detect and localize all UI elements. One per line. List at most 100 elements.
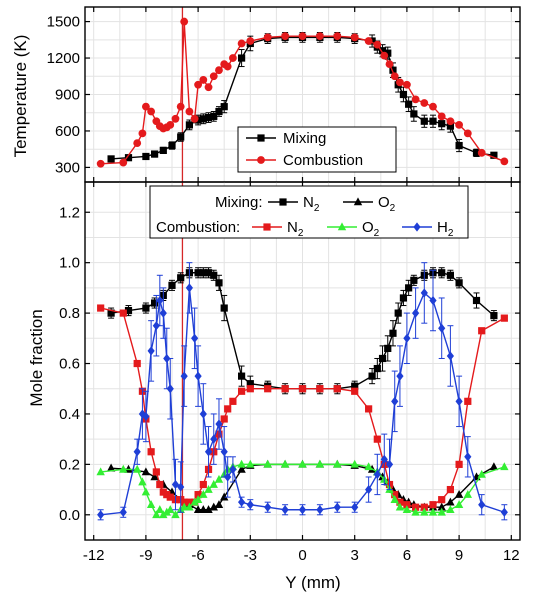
x-tick-label: 3: [351, 547, 359, 564]
data-point: [403, 333, 411, 343]
data-point: [97, 304, 105, 312]
x-tick-label: 12: [503, 547, 520, 564]
temperature-axis-label: Temperature (K): [11, 35, 30, 158]
data-point: [385, 459, 394, 469]
data-point: [96, 159, 105, 168]
data-point: [438, 323, 446, 333]
legend-label: Mixing: [283, 130, 326, 147]
data-point: [298, 505, 307, 515]
data-point: [437, 507, 446, 516]
data-point: [420, 503, 428, 511]
data-point: [446, 117, 455, 126]
data-point: [410, 276, 418, 284]
data-point: [315, 459, 325, 468]
data-point: [500, 157, 509, 166]
data-point: [185, 283, 193, 293]
data-point: [246, 385, 254, 393]
data-point: [446, 271, 454, 279]
data-point: [281, 505, 289, 515]
y-tick-label: 1.0: [59, 255, 80, 272]
data-point: [191, 333, 199, 343]
data-point: [246, 380, 254, 388]
data-point: [224, 405, 232, 413]
data-point: [210, 271, 218, 279]
data-point: [229, 397, 237, 405]
data-point: [395, 502, 405, 511]
y-tick-label: 0.2: [59, 456, 80, 473]
data-point: [107, 155, 115, 163]
data-point: [142, 152, 150, 161]
data-point: [119, 158, 128, 167]
data-point: [402, 505, 412, 514]
data-point: [146, 500, 156, 509]
legend-swatch-marker: [353, 197, 363, 206]
legend-label-subscript: 2: [448, 228, 454, 239]
y-tick-label: 0.8: [59, 305, 80, 322]
legend-swatch-marker: [257, 156, 265, 164]
data-point: [490, 312, 498, 320]
data-point: [350, 33, 359, 42]
data-point: [333, 32, 342, 41]
data-point: [168, 281, 176, 289]
data-point: [316, 385, 324, 393]
data-point: [500, 507, 508, 517]
data-point: [133, 447, 141, 457]
data-point: [237, 459, 246, 468]
legend-label-subscript: 2: [390, 203, 396, 214]
legend-row-title-combustion: Combustion:: [156, 219, 240, 236]
data-point: [454, 490, 464, 498]
data-point: [156, 480, 164, 489]
data-point: [463, 490, 472, 498]
data-point: [194, 269, 202, 277]
data-point: [391, 396, 399, 406]
data-point: [204, 447, 213, 457]
data-point: [238, 497, 246, 507]
data-point: [204, 83, 213, 92]
legend-swatch-marker: [279, 198, 287, 206]
data-point: [190, 497, 199, 506]
data-point: [429, 102, 437, 111]
data-point: [97, 510, 105, 520]
data-point: [412, 503, 420, 511]
legend-row-title-mixing: Mixing:: [215, 194, 263, 211]
data-point: [185, 498, 193, 506]
data-point: [489, 462, 499, 471]
y-tick-label: 300: [55, 159, 80, 176]
data-point: [150, 472, 159, 481]
data-point: [472, 149, 481, 157]
data-point: [368, 372, 376, 380]
data-point: [472, 296, 481, 305]
data-point: [199, 76, 208, 84]
data-point: [220, 415, 228, 423]
data-point: [238, 54, 246, 62]
data-point: [429, 295, 437, 306]
data-point: [162, 507, 171, 516]
data-point: [177, 133, 185, 141]
data-point: [133, 139, 142, 148]
data-point: [237, 464, 246, 473]
data-point: [264, 502, 272, 512]
data-point: [124, 154, 133, 162]
data-point: [147, 448, 155, 456]
data-point: [438, 496, 446, 504]
data-point: [220, 492, 229, 501]
x-tick-label: -3: [244, 547, 257, 564]
data-point: [204, 505, 213, 514]
y-tick-label: 0.6: [59, 356, 80, 373]
data-point: [151, 150, 159, 158]
data-point: [151, 299, 159, 307]
data-point: [119, 309, 127, 317]
data-point: [209, 72, 218, 81]
data-point: [477, 148, 486, 157]
data-point: [365, 405, 373, 413]
data-point: [384, 49, 392, 57]
data-point: [281, 385, 289, 393]
data-point: [351, 382, 359, 390]
data-point: [380, 51, 389, 60]
data-point: [194, 80, 203, 89]
data-point: [399, 90, 408, 99]
data-point: [384, 344, 392, 352]
data-point: [124, 306, 133, 315]
